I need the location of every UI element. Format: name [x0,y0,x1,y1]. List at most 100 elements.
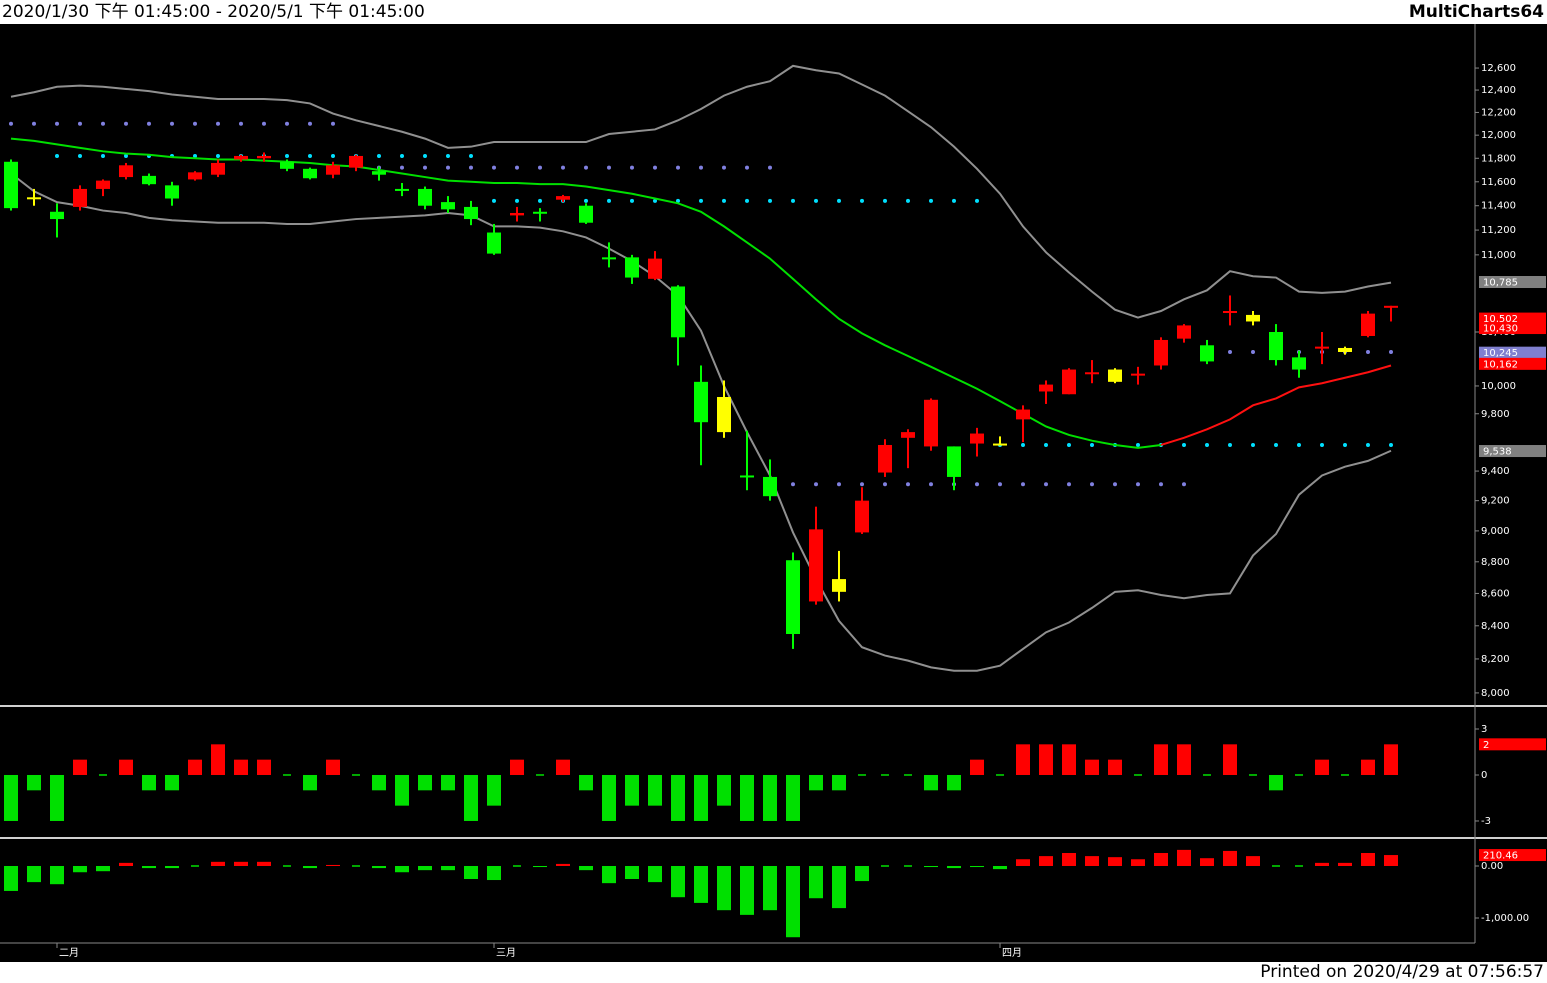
candle-body [326,165,340,175]
bar [283,774,291,776]
bar [211,861,225,866]
bar [993,865,1007,870]
bar [165,865,179,869]
candle-body [372,171,386,175]
bar [970,865,984,868]
price-marker-label: 10,785 [1483,278,1518,289]
bar [717,774,731,806]
bar [1016,744,1030,775]
bar [50,865,64,885]
candle-body [1154,339,1168,366]
candle-body [625,257,639,278]
bar [165,774,179,791]
bar [1108,857,1122,866]
bar [970,759,984,775]
candle-body [1131,373,1145,376]
bar [763,865,777,911]
price-marker [1479,322,1546,335]
candle-body [602,257,616,260]
bar [395,865,409,873]
bar [99,774,107,776]
bar [1062,852,1076,866]
footer-bar [0,962,1547,983]
candle-body [924,399,938,447]
bar [513,865,521,867]
y-tick-label: 8,600 [1481,588,1510,599]
bar [257,861,271,866]
bar [809,865,823,899]
indicator-line [10,64,1392,319]
bar [119,862,133,866]
bar [855,865,869,882]
indicator-line [10,137,1162,449]
bar [1154,852,1168,866]
y-tick-label: 12,600 [1481,63,1516,74]
bar [1269,774,1283,791]
bar [1200,858,1214,866]
y-tick-label: 0 [1481,770,1487,781]
y-tick-label: 11,600 [1481,177,1516,188]
bar [441,865,455,871]
candle-body [878,444,892,473]
bar [556,759,570,775]
bar [96,865,110,872]
y-tick-label: 8,800 [1481,557,1510,568]
y-tick-label: 11,400 [1481,201,1516,212]
bar [487,865,501,881]
candle-body [96,180,110,189]
bar [1223,850,1237,866]
bar [1361,852,1375,866]
bar [536,774,544,776]
x-tick-label: 四月 [1002,947,1022,959]
y-tick-label: 12,000 [1481,130,1516,141]
candle-body [464,206,478,220]
candle-body [763,476,777,497]
bar [1249,774,1257,776]
candle-body [1315,346,1329,349]
candle-body [947,446,961,477]
price-marker [1479,346,1546,359]
indicator-line [10,172,1392,672]
panel-separator [0,837,1547,839]
candle-body [556,196,570,200]
candle-body [119,165,133,178]
indicator-line [1160,364,1392,446]
candle-body [1384,305,1398,308]
candle-body [441,202,455,210]
candle-body [579,205,593,223]
bar [904,865,912,867]
candle-body [671,286,685,338]
candle-body [510,212,524,216]
candle-body [786,560,800,635]
price-marker [1479,445,1546,458]
candle-body [1338,347,1352,352]
bar [418,865,432,871]
price-marker [1479,357,1546,370]
bar [257,759,271,775]
candle-body [50,211,64,220]
bar [602,774,616,821]
bar [352,865,360,867]
bar [234,759,248,775]
y-tick-label: 11,200 [1481,225,1516,236]
candle-body [1062,369,1076,395]
y-tick-label: 12,200 [1481,107,1516,118]
price-marker [1479,849,1546,862]
candle-body [533,211,547,214]
bar [579,865,593,871]
bar [625,774,639,806]
x-tick-label: 三月 [496,947,516,959]
bar [1223,744,1237,775]
candle-body [487,232,501,254]
bar [234,861,248,866]
bar [4,865,18,891]
bar [73,865,87,873]
bar [947,774,961,791]
candle-body [1177,325,1191,339]
bar [786,865,800,938]
candle-body [1246,314,1260,322]
y-tick-label: 8,400 [1481,621,1510,632]
bar [464,774,478,821]
candle-body [1269,332,1283,361]
bar [1085,856,1099,866]
